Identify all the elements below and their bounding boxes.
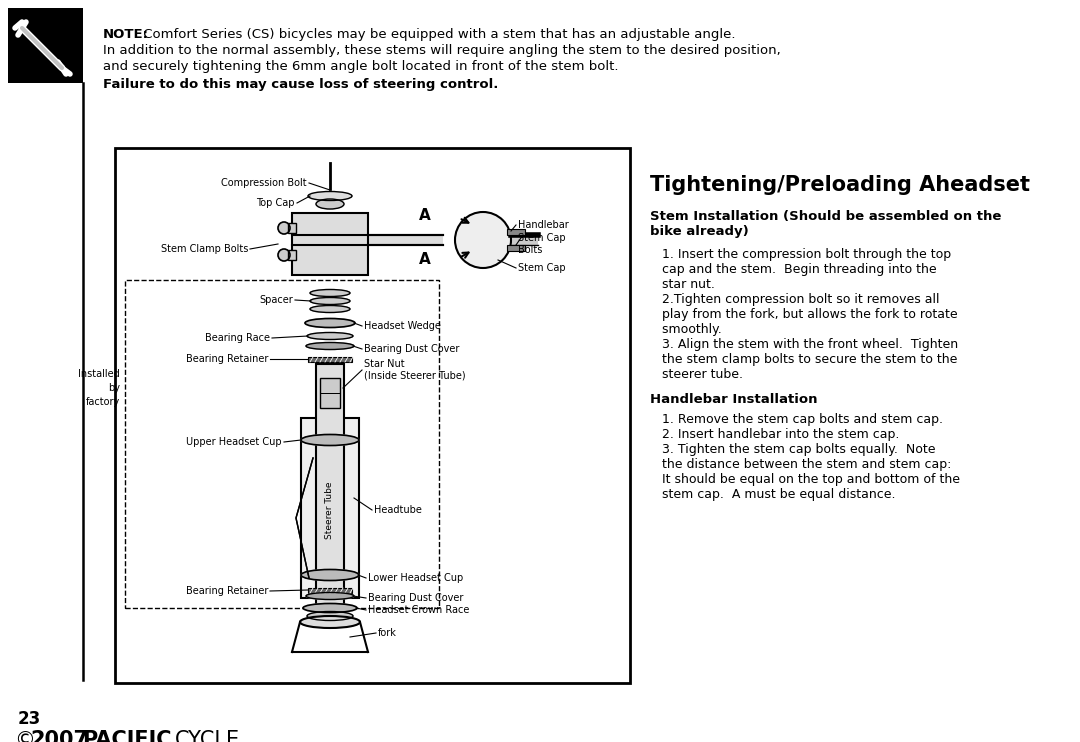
Text: A: A — [419, 208, 431, 223]
Text: and securely tightening the 6mm angle bolt located in front of the stem bolt.: and securely tightening the 6mm angle bo… — [103, 60, 619, 73]
Ellipse shape — [308, 191, 352, 200]
Text: Top Cap: Top Cap — [257, 198, 295, 208]
Bar — [507, 245, 525, 251]
Text: steerer tube.: steerer tube. — [650, 368, 743, 381]
Text: Installed
by
factory: Installed by factory — [78, 369, 120, 407]
Bar — [301, 418, 359, 598]
Bar — [292, 235, 443, 245]
Text: Stem Cap
Bolts: Stem Cap Bolts — [518, 233, 566, 255]
Ellipse shape — [306, 343, 354, 349]
Ellipse shape — [301, 435, 359, 445]
Text: Bearing Dust Cover: Bearing Dust Cover — [368, 593, 463, 603]
Text: NOTE:: NOTE: — [103, 28, 149, 41]
Text: Upper Headset Cup: Upper Headset Cup — [187, 437, 282, 447]
Text: Bearing Dust Cover: Bearing Dust Cover — [364, 344, 459, 354]
Text: It should be equal on the top and bottom of the: It should be equal on the top and bottom… — [650, 473, 960, 486]
Ellipse shape — [301, 570, 359, 580]
Bar — [288, 223, 296, 233]
Ellipse shape — [305, 318, 355, 327]
Text: Headset Wedge: Headset Wedge — [364, 321, 441, 331]
Text: ©: © — [14, 730, 35, 742]
Ellipse shape — [303, 603, 357, 612]
Text: Steerer Tube: Steerer Tube — [325, 482, 335, 539]
Bar — [8, 8, 83, 83]
Bar — [308, 588, 352, 593]
Ellipse shape — [307, 611, 353, 620]
Bar — [316, 364, 345, 616]
Ellipse shape — [310, 289, 350, 297]
Text: In addition to the normal assembly, these stems will require angling the stem to: In addition to the normal assembly, thes… — [103, 44, 781, 57]
Text: 3. Tighten the stem cap bolts equally.  Note: 3. Tighten the stem cap bolts equally. N… — [650, 443, 935, 456]
Bar — [288, 250, 296, 260]
Text: smoothly.: smoothly. — [650, 323, 721, 336]
Text: Headset Crown Race: Headset Crown Race — [368, 605, 470, 615]
Text: Stem Cap: Stem Cap — [518, 263, 566, 273]
Bar — [308, 357, 352, 362]
Bar — [114, 148, 630, 683]
Text: the distance between the stem and stem cap:: the distance between the stem and stem c… — [650, 458, 951, 471]
Bar — [511, 235, 538, 245]
Text: CYCLE: CYCLE — [175, 730, 240, 742]
Text: Tightening/Preloading Aheadset: Tightening/Preloading Aheadset — [650, 175, 1030, 195]
Bar — [125, 280, 438, 608]
Text: Stem Installation (Should be assembled on the
bike already): Stem Installation (Should be assembled o… — [650, 210, 1001, 238]
Text: 1. Insert the compression bolt through the top: 1. Insert the compression bolt through t… — [650, 248, 951, 261]
Text: Lower Headset Cup: Lower Headset Cup — [368, 573, 463, 583]
Text: Failure to do this may cause loss of steering control.: Failure to do this may cause loss of ste… — [103, 78, 498, 91]
Text: 2. Insert handlebar into the stem cap.: 2. Insert handlebar into the stem cap. — [650, 428, 900, 441]
Text: 23: 23 — [18, 710, 41, 728]
Text: Star Nut
(Inside Steerer Tube): Star Nut (Inside Steerer Tube) — [364, 359, 465, 381]
Circle shape — [278, 249, 291, 261]
Text: Spacer: Spacer — [259, 295, 293, 305]
Ellipse shape — [310, 306, 350, 312]
Text: cap and the stem.  Begin threading into the: cap and the stem. Begin threading into t… — [650, 263, 936, 276]
Ellipse shape — [300, 616, 360, 628]
Bar — [507, 229, 525, 235]
Text: star nut.: star nut. — [650, 278, 715, 291]
Text: PACIFIC: PACIFIC — [82, 730, 172, 742]
Text: 3. Align the stem with the front wheel.  Tighten: 3. Align the stem with the front wheel. … — [650, 338, 958, 351]
Text: Headtube: Headtube — [374, 505, 422, 515]
Bar — [320, 378, 340, 408]
Text: Stem Clamp Bolts: Stem Clamp Bolts — [161, 244, 248, 254]
Ellipse shape — [316, 199, 345, 209]
Text: the stem clamp bolts to secure the stem to the: the stem clamp bolts to secure the stem … — [650, 353, 957, 366]
Text: Handlebar: Handlebar — [518, 220, 569, 230]
Text: Compression Bolt: Compression Bolt — [221, 178, 307, 188]
Text: Comfort Series (CS) bicycles may be equipped with a stem that has an adjustable : Comfort Series (CS) bicycles may be equi… — [139, 28, 735, 41]
Ellipse shape — [310, 298, 350, 304]
Text: 1. Remove the stem cap bolts and stem cap.: 1. Remove the stem cap bolts and stem ca… — [650, 413, 943, 426]
Bar — [292, 213, 368, 275]
Text: Bearing Retainer: Bearing Retainer — [186, 354, 268, 364]
Circle shape — [455, 212, 511, 268]
Text: A: A — [419, 252, 431, 268]
Text: stem cap.  A must be equal distance.: stem cap. A must be equal distance. — [650, 488, 895, 501]
Text: play from the fork, but allows the fork to rotate: play from the fork, but allows the fork … — [650, 308, 958, 321]
Text: Handlebar Installation: Handlebar Installation — [650, 393, 818, 406]
Text: Bearing Retainer: Bearing Retainer — [186, 586, 268, 596]
Text: 2007: 2007 — [30, 730, 87, 742]
Text: Bearing Race: Bearing Race — [205, 333, 270, 343]
Circle shape — [278, 222, 291, 234]
Text: fork: fork — [378, 628, 396, 638]
Ellipse shape — [306, 593, 354, 600]
Ellipse shape — [307, 332, 353, 340]
Text: 2.Tighten compression bolt so it removes all: 2.Tighten compression bolt so it removes… — [650, 293, 940, 306]
